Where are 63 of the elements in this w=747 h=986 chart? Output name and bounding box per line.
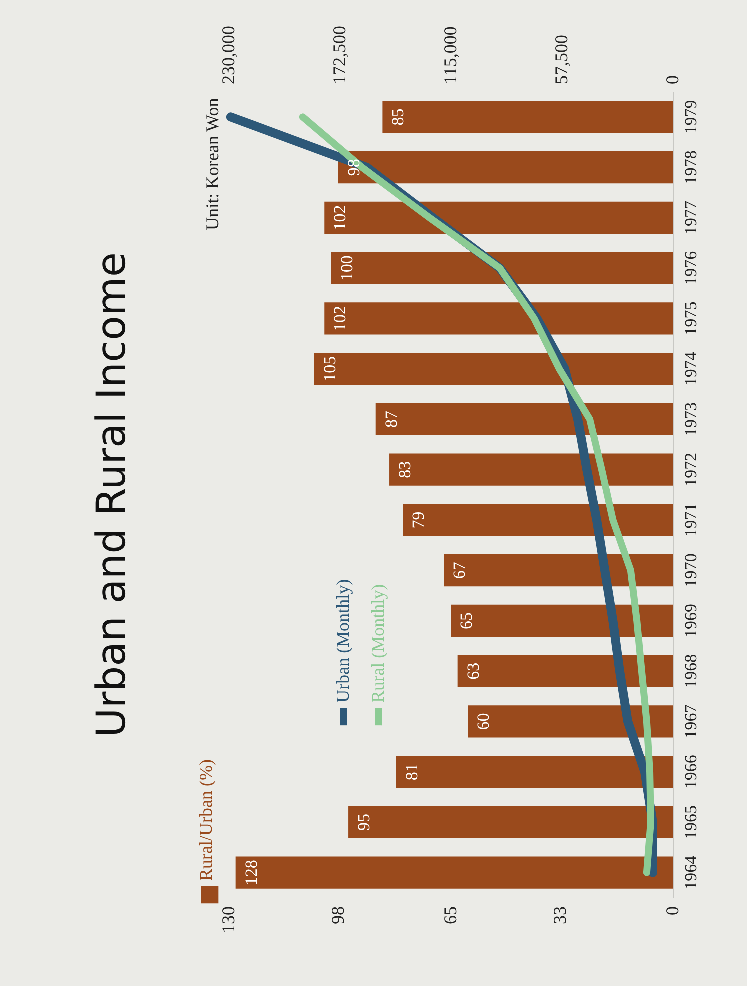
data-label: 87 xyxy=(382,410,401,428)
y-tick-label: 1965 xyxy=(682,805,700,840)
y-tick-label: 1966 xyxy=(682,755,700,790)
y-tick-label: 1972 xyxy=(682,452,700,487)
x-tick-label: 65 xyxy=(440,906,460,924)
y-tick-label: 1977 xyxy=(682,200,700,235)
bar xyxy=(458,655,673,688)
bar xyxy=(390,454,673,486)
data-label: 95 xyxy=(354,814,374,831)
bar xyxy=(403,504,673,536)
y-tick-label: 1964 xyxy=(682,855,700,890)
text: Rural/Urban (%) xyxy=(196,760,216,881)
y-tick-label: 1976 xyxy=(682,251,700,286)
bar xyxy=(338,151,673,184)
x2-tick-label: 0 xyxy=(662,76,682,84)
x-tick-label: 0 xyxy=(662,906,682,916)
x-tick-label: 33 xyxy=(550,906,570,924)
data-label: 100 xyxy=(337,256,356,282)
x2-tick-label: 115,000 xyxy=(440,26,460,84)
data-label: 85 xyxy=(388,108,408,126)
y-tick-label: 1974 xyxy=(682,352,700,386)
y-tick-label: 1978 xyxy=(682,150,700,185)
data-label: 67 xyxy=(450,562,470,580)
bar xyxy=(444,554,673,587)
y-tick-label: 1975 xyxy=(682,302,700,336)
bar xyxy=(451,604,673,638)
data-label: 83 xyxy=(396,461,415,478)
data-label: 79 xyxy=(409,512,428,529)
x2-axis-title: Unit: Korean Won xyxy=(202,98,222,230)
bar xyxy=(314,352,673,386)
bar xyxy=(331,252,673,284)
y-tick-label: 1973 xyxy=(682,402,700,436)
bar xyxy=(348,806,673,839)
data-label: 81 xyxy=(402,764,422,781)
bar xyxy=(236,856,673,889)
y-tick-label: 1967 xyxy=(682,704,700,739)
y-tick-label: 1970 xyxy=(682,554,700,588)
x-tick-label: 130 xyxy=(218,906,238,934)
x2-tick-label: 172,500 xyxy=(330,26,350,84)
data-label: 102 xyxy=(330,205,350,231)
data-label: 105 xyxy=(320,356,340,382)
data-label: 65 xyxy=(457,612,476,630)
data-label: 128 xyxy=(242,860,261,886)
text: Urban and Rural Income xyxy=(89,252,135,738)
bar xyxy=(324,302,673,335)
bar xyxy=(396,756,673,788)
data-label: 60 xyxy=(474,713,494,730)
x2-tick-label: 230,000 xyxy=(218,26,238,84)
y-tick-label: 1968 xyxy=(682,654,700,688)
bar xyxy=(376,403,673,436)
x2-tick-label: 57,500 xyxy=(552,35,572,84)
data-label: 98 xyxy=(344,159,364,176)
y-tick-label: 1979 xyxy=(682,100,700,134)
y-tick-label: 1971 xyxy=(682,503,700,538)
text: Urban (Monthly) xyxy=(333,579,353,703)
x-tick-label: 98 xyxy=(328,906,348,924)
data-label: 63 xyxy=(464,662,483,680)
text: Rural (Monthly) xyxy=(368,584,388,703)
bar xyxy=(324,202,673,234)
data-label: 102 xyxy=(330,306,350,332)
y-tick-label: 1969 xyxy=(682,604,700,638)
bar xyxy=(382,101,673,134)
bar xyxy=(468,706,673,738)
